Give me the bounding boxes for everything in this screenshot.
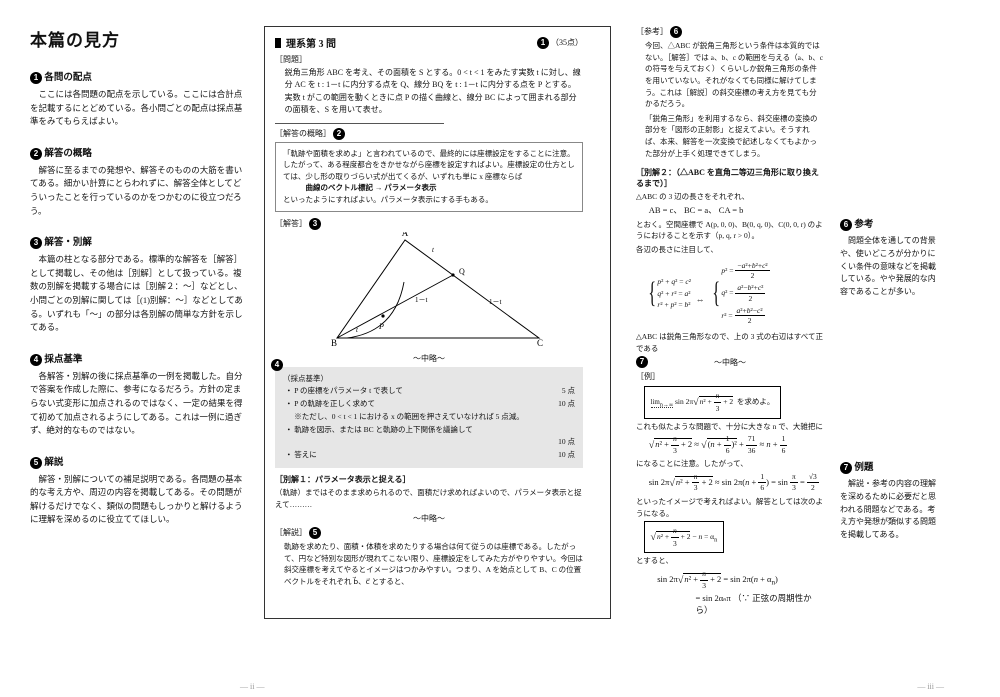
svg-text:1－t: 1－t	[489, 298, 501, 306]
sanko-label: ［参考］ 6	[636, 26, 824, 38]
overview-box: 「軌跡や面積を求めよ」と言われているので、最終的には座標設定をすることに注意。し…	[275, 142, 583, 212]
bekkai2-conclude: △ABC は鋭角三角形なので、上の 3 式の右辺はすべて正である	[636, 331, 824, 354]
svg-text:Q: Q	[459, 267, 465, 276]
overview-bold: 曲線のベクトル標記 → パラメータ表示	[283, 183, 437, 192]
triangle-diagram: A B C Q P t 1－t t 1－t	[309, 232, 549, 350]
aside-head-7: 例題	[854, 463, 873, 473]
ex-box: √n² + n3 + 2 − n = αn	[644, 521, 725, 553]
page: 本篇の見方 1 各問の配点 ここには各問題の配点を示している。ここには合計点を記…	[0, 0, 1000, 629]
body-1: ここには各問題の配点を示している。ここには合計点を記載するにとどめている。各小問…	[30, 88, 244, 129]
badge-4: 4	[30, 354, 42, 366]
sanko-body2: 「鋭角三角形」を利用するなら、斜交座標の変換の部分を「図形の正射影」と捉えてよい…	[636, 113, 824, 160]
body-2: 解答に至るまでの発想や、解答そのものの大筋を書いてある。細かい計算にとらわれずに…	[30, 164, 244, 218]
badge-kaisetsu: 5	[309, 527, 321, 539]
badge-answer: 3	[309, 218, 321, 230]
section-4: 4 採点基準 各解答・別解の後に採点基準の一例を掲載した。自分で答案を作成した際…	[30, 351, 244, 438]
head-4: 採点基準	[44, 355, 82, 365]
badge-5: 5	[30, 457, 42, 469]
svg-text:1－t: 1－t	[415, 296, 427, 304]
badge-a7: 7	[840, 462, 852, 474]
kaisetsu-body: 軌跡を求めたり、面積・体積を求めたりする場合は何て従うのは座標である。したがって…	[275, 541, 583, 588]
scoring-label: （採点基準）	[283, 373, 575, 386]
head-3: 解答・別解	[44, 238, 92, 248]
footer-left: — ii —	[240, 682, 264, 691]
aside-head-6: 参考	[854, 220, 873, 230]
eq-sides: AB = c、 BC = a、 CA = b	[649, 205, 824, 217]
body-3: 本篇の柱となる部分である。標準的な解答を［解答］として掲載し、その他は［別解］と…	[30, 253, 244, 335]
body-4: 各解答・別解の後に採点基準の一例を掲載した。自分で答案を作成した際に、参考になる…	[30, 370, 244, 438]
right-column: ［参考］ 6 今回、△ABC が鋭角三角形という条件は本質的ではない。［解答］で…	[608, 26, 938, 619]
badge-points: 1	[537, 37, 549, 49]
bekkai2-title: ［別解２：（△ABC を直角二等辺三角形に取り換えるまで）］	[636, 167, 824, 189]
svg-text:C: C	[537, 338, 543, 348]
aside-section-6: 6 参考 問題全体を通しての背景や、使いどころが分かりにくい条件の意味などを掲載…	[840, 216, 938, 299]
svg-text:B: B	[331, 338, 337, 348]
black-bar-icon	[275, 38, 281, 48]
svg-text:P: P	[378, 322, 384, 331]
badge-2: 2	[30, 148, 42, 160]
bekkai1-body: （軌跡）まではそのまま求められるので、面積だけ求めればよいので、パラメータ表示と…	[275, 487, 583, 510]
ex-limit: limn→∞ sin 2π√n² + n3 + 2 を求めよ。	[644, 386, 782, 418]
ex-body1: これも似たような問題で、十分に大きな n で、大雑把に	[636, 421, 824, 433]
sanko-body: 今回、△ABC が鋭角三角形という条件は本質的ではない。［解答］では a、b、c…	[636, 40, 824, 110]
badge-3: 3	[30, 237, 42, 249]
ex-body3: といったイメージで考えればよい。解答としては次のようになる。	[636, 496, 824, 519]
right-main: ［参考］ 6 今回、△ABC が鋭角三角形という条件は本質的ではない。［解答］で…	[636, 26, 824, 619]
eq-sin: sin 2π√n² + n3 + 2 ≈ sin 2π(n + 16) = si…	[649, 472, 824, 494]
head-1: 各問の配点	[44, 73, 92, 83]
divider	[275, 123, 444, 124]
eq-cases: { p² + q² = c² q² + r² = a² r² + p² = b²…	[645, 260, 824, 328]
eq-final2: = sin 2αₙπ （∵ 正弦の周期性から）	[696, 593, 825, 617]
section-5: 5 解説 解答・別解についての補足説明である。各問題の基本的な考え方や、周辺の内…	[30, 454, 244, 527]
problem-bar-label: 理系第 3 問	[286, 35, 336, 50]
omit-2: ～中略～	[275, 513, 583, 524]
svg-text:t: t	[356, 326, 359, 334]
section-1: 1 各問の配点 ここには各問題の配点を示している。ここには合計点を記載するにとど…	[30, 69, 244, 129]
body-5: 解答・別解についての補足説明である。各問題の基本的な考え方や、周辺の内容を掲載し…	[30, 473, 244, 527]
ex-label: ［例］	[636, 371, 824, 382]
ex-body2: になることに注意。したがって、	[636, 458, 824, 470]
overview-label: ［解答の概略］ 2	[275, 128, 583, 140]
footer-right: — iii —	[917, 682, 944, 691]
omit-3: 7 ～中略～	[636, 357, 824, 368]
svg-text:t: t	[432, 246, 435, 254]
bekkai2-a: △ABC の 3 辺の長さをそれぞれ、	[636, 191, 824, 203]
eq-final1: sin 2π√n² + n3 + 2 = sin 2π(n + αn)	[657, 569, 824, 591]
scoring-box: （採点基準） P の座標をパラメータ t で表して5 点 P の軌跡を正しく求め…	[275, 367, 583, 468]
kaisetsu-label: ［解説］ 5	[275, 527, 583, 539]
ex-body4: とすると、	[636, 555, 824, 567]
bekkai2-b: とおく。空間座標で A(p, 0, 0)、B(0, q, 0)、C(0, 0, …	[636, 219, 824, 242]
right-aside: 6 参考 問題全体を通しての背景や、使いどころが分かりにくい条件の意味などを掲載…	[834, 26, 938, 619]
svg-text:A: A	[402, 232, 409, 238]
badge-scoring: 4	[271, 359, 283, 371]
omit-1: ～中略～	[275, 353, 583, 364]
section-3: 3 解答・別解 本篇の柱となる部分である。標準的な解答を［解答］として掲載し、そ…	[30, 234, 244, 335]
badge-overview: 2	[333, 128, 345, 140]
eq-approx: √n² + n3 + 2 ≈ √(n + 16)² + 7136 ≈ n + 1…	[649, 434, 824, 456]
badge-1: 1	[30, 72, 42, 84]
aside-body-7: 解説・参考の内容の理解を深めるために必要だと思われる問題などである。考え方や発想…	[840, 478, 938, 542]
section-2: 2 解答の概略 解答に至るまでの発想や、解答そのものの大筋を書いてある。細かい計…	[30, 145, 244, 218]
bekkai1-title: ［別解１：パラメータ表示と捉える］	[275, 474, 583, 485]
page-title: 本篇の見方	[30, 26, 244, 51]
answer-label: ［解答］ 3	[275, 218, 583, 230]
bekkai2-c: 各辺の長さに注目して、	[636, 244, 824, 256]
badge-sanko: 6	[670, 26, 682, 38]
head-5: 解説	[44, 458, 63, 468]
aside-section-7: 7 例題 解説・参考の内容の理解を深めるために必要だと思われる問題などである。考…	[840, 459, 938, 542]
aside-body-6: 問題全体を通しての背景や、使いどころが分かりにくい条件の意味などを掲載している。…	[840, 235, 938, 299]
problem-header: 理系第 3 問 1 （35点）	[275, 35, 583, 50]
problem-text: 鋭角三角形 ABC を考え、その面積を S とする。0 < t < 1 をみたす…	[275, 67, 583, 117]
left-column: 本篇の見方 1 各問の配点 ここには各問題の配点を示している。ここには合計点を記…	[30, 26, 250, 619]
problem-points: 1 （35点）	[537, 37, 583, 49]
badge-a6: 6	[840, 219, 852, 231]
head-2: 解答の概略	[44, 149, 92, 159]
problem-kind: ［問題］	[275, 54, 583, 65]
badge-ex: 7	[636, 356, 648, 368]
center-column: 理系第 3 問 1 （35点） ［問題］ 鋭角三角形 ABC を考え、その面積を…	[264, 26, 594, 619]
